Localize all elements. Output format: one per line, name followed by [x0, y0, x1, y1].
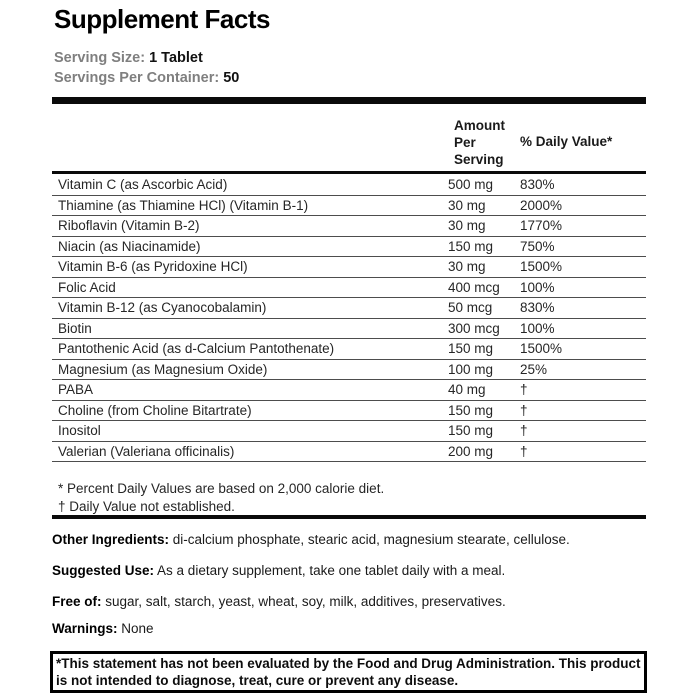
- ingredient-amount: 30 mg: [448, 259, 486, 274]
- page-title: Supplement Facts: [54, 4, 270, 34]
- ingredient-name: Inositol: [58, 423, 101, 438]
- table-row: Inositol 150 mg †: [52, 421, 646, 442]
- ingredient-name: Magnesium (as Magnesium Oxide): [58, 361, 268, 377]
- ingredient-name: Valerian (Valeriana officinalis): [58, 443, 235, 459]
- table-row: Thiamine (as Thiamine HCl) (Vitamin B-1)…: [52, 196, 646, 216]
- ingredient-amount: 300 mcg: [448, 320, 500, 336]
- fda-disclaimer-box: *This statement has not been evaluated b…: [50, 651, 647, 693]
- serving-size-value: 1 Tablet: [149, 50, 203, 66]
- table-row: Valerian (Valeriana officinalis) 200 mg …: [52, 442, 646, 462]
- ingredient-daily-value: 750%: [520, 238, 555, 254]
- servings-per-container-value: 50: [223, 69, 240, 86]
- ingredient-daily-value: 100%: [520, 279, 555, 295]
- ingredient-daily-value: 25%: [520, 361, 548, 377]
- ingredient-daily-value: 2000%: [520, 197, 563, 213]
- ingredient-name: PABA: [58, 382, 94, 397]
- table-row: Folic Acid 400 mcg 100%: [52, 278, 646, 298]
- ingredient-name: Vitamin C (as Ascorbic Acid): [58, 177, 228, 192]
- ingredient-daily-value: 100%: [520, 320, 555, 336]
- section-label: Warnings:: [52, 621, 118, 636]
- table-row: Vitamin C (as Ascorbic Acid) 500 mg 830%: [52, 175, 646, 196]
- serving-size-label: Serving Size:: [54, 50, 146, 66]
- footnote-percent-daily-value: * Percent Daily Values are based on 2,00…: [58, 481, 385, 496]
- section-text: di-calcium phosphate, stearic acid, magn…: [172, 532, 570, 547]
- ingredient-daily-value: 1770%: [520, 218, 563, 233]
- ingredient-name: Vitamin B-12 (as Cyanocobalamin): [58, 300, 267, 315]
- ingredient-name: Vitamin B-6 (as Pyridoxine HCl): [58, 259, 248, 274]
- ingredient-amount: 150 mg: [448, 423, 494, 438]
- divider-thick-bottom: [52, 515, 646, 519]
- ingredient-daily-value: †: [520, 382, 528, 397]
- serving-info: Serving Size: 1 Tablet Servings Per Cont…: [54, 49, 239, 88]
- section-warnings: Warnings: None: [52, 620, 648, 638]
- ingredient-name: Choline (from Choline Bitartrate): [58, 402, 252, 418]
- ingredient-amount: 40 mg: [448, 382, 486, 397]
- table-row: Choline (from Choline Bitartrate) 150 mg…: [52, 401, 646, 421]
- table-row: Vitamin B-12 (as Cyanocobalamin) 50 mcg …: [52, 298, 646, 319]
- ingredient-amount: 150 mg: [448, 238, 494, 254]
- ingredient-name: Riboflavin (Vitamin B-2): [58, 218, 200, 233]
- ingredient-amount: 500 mg: [448, 177, 494, 192]
- section-label: Free of:: [52, 594, 102, 609]
- column-header-amount: Amount Per Serving: [454, 118, 505, 167]
- table-row: Biotin 300 mcg 100%: [52, 319, 646, 339]
- servings-per-container-label: Servings Per Container:: [54, 69, 220, 86]
- ingredient-name: Niacin (as Niacinamide): [58, 238, 201, 254]
- ingredient-amount: 50 mcg: [448, 300, 493, 315]
- ingredient-amount: 200 mg: [448, 443, 494, 459]
- section-suggested-use: Suggested Use: As a dietary supplement, …: [52, 562, 648, 580]
- table-row: Pantothenic Acid (as d-Calcium Pantothen…: [52, 339, 646, 360]
- serving-size-line: Serving Size: 1 Tablet: [54, 49, 239, 69]
- ingredient-amount: 150 mg: [448, 341, 494, 356]
- ingredient-amount: 30 mg: [448, 218, 486, 233]
- ingredient-daily-value: †: [520, 423, 528, 438]
- ingredient-amount: 150 mg: [448, 402, 494, 418]
- column-header-daily-value: % Daily Value*: [520, 134, 613, 149]
- table-row: PABA 40 mg †: [52, 380, 646, 401]
- ingredient-amount: 30 mg: [448, 197, 486, 213]
- ingredient-daily-value: †: [520, 443, 528, 459]
- ingredient-daily-value: 830%: [520, 300, 555, 315]
- section-label: Other Ingredients:: [52, 532, 170, 547]
- section-text: None: [121, 621, 154, 636]
- ingredients-table: Vitamin C (as Ascorbic Acid) 500 mg 830%…: [52, 175, 646, 462]
- table-row: Magnesium (as Magnesium Oxide) 100 mg 25…: [52, 360, 646, 380]
- section-label: Suggested Use:: [52, 563, 155, 578]
- ingredient-daily-value: †: [520, 402, 528, 418]
- ingredient-daily-value: 1500%: [520, 341, 563, 356]
- ingredient-amount: 400 mcg: [448, 279, 500, 295]
- footnote-daily-value-not-established: † Daily Value not established.: [58, 498, 235, 514]
- ingredient-name: Folic Acid: [58, 279, 116, 295]
- table-footnotes: * Percent Daily Values are based on 2,00…: [58, 480, 384, 515]
- divider-header-bottom: [52, 171, 646, 174]
- section-other-ingredients: Other Ingredients: di-calcium phosphate,…: [52, 531, 648, 549]
- ingredient-daily-value: 830%: [520, 177, 555, 192]
- table-row: Riboflavin (Vitamin B-2) 30 mg 1770%: [52, 216, 646, 237]
- divider-thick-top: [52, 97, 646, 104]
- ingredient-name: Biotin: [58, 320, 92, 336]
- section-text: sugar, salt, starch, yeast, wheat, soy, …: [105, 594, 506, 609]
- ingredient-daily-value: 1500%: [520, 259, 563, 274]
- ingredient-name: Pantothenic Acid (as d-Calcium Pantothen…: [58, 341, 335, 356]
- servings-per-container-line: Servings Per Container: 50: [54, 69, 239, 89]
- table-row: Vitamin B-6 (as Pyridoxine HCl) 30 mg 15…: [52, 257, 646, 278]
- ingredient-amount: 100 mg: [448, 361, 494, 377]
- section-free-of: Free of: sugar, salt, starch, yeast, whe…: [52, 593, 648, 611]
- section-text: As a dietary supplement, take one tablet…: [157, 563, 506, 578]
- ingredient-name: Thiamine (as Thiamine HCl) (Vitamin B-1): [58, 197, 309, 213]
- table-row: Niacin (as Niacinamide) 150 mg 750%: [52, 237, 646, 257]
